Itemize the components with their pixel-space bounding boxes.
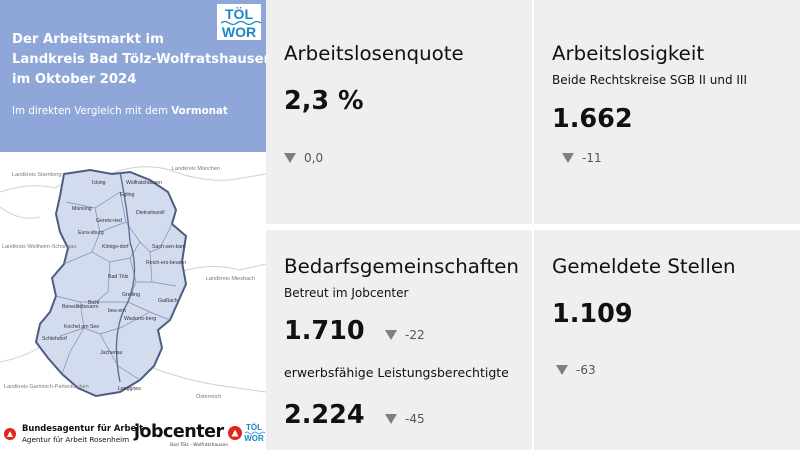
trend-value: 0,0 xyxy=(304,151,324,165)
tile-value-secondary: 2.224 xyxy=(284,400,365,430)
map-outside-label: Österreich xyxy=(196,393,221,400)
jobcenter-sub: Bad Tölz - Wolfratshausen xyxy=(170,443,229,448)
map-municipality-label: Icking xyxy=(92,180,106,186)
district-map: Landkreis Starnberg Landkreis München La… xyxy=(0,152,266,414)
trend-value: -45 xyxy=(405,412,425,426)
trend-indicator: -11 xyxy=(562,151,602,165)
map-municipality-label: Sach-sen-kam xyxy=(152,244,185,250)
trend-indicator: -22 xyxy=(385,328,425,342)
header-banner: Der Arbeitsmarkt im Landkreis Bad Tölz-W… xyxy=(0,0,273,152)
map-outside-label: Landkreis Starnberg xyxy=(12,172,62,178)
map-municipality-label: Kochel am See xyxy=(64,324,99,330)
triangle-down-icon xyxy=(562,153,574,163)
tile-subtitle: Beide Rechtskreise SGB II und III xyxy=(552,73,748,87)
district-outline xyxy=(34,168,188,398)
bundesagentur-logo-icon xyxy=(4,428,16,440)
map-outside-label: Landkreis Miesbach xyxy=(206,276,255,282)
map-municipality-label: Schlehdorf xyxy=(42,336,67,342)
logo-footer: Bundesagentur für Arbeit Agentur für Arb… xyxy=(0,414,266,450)
triangle-down-icon xyxy=(385,414,397,424)
tile-subtitle: Betreut im Jobcenter xyxy=(284,286,409,300)
map-municipality-label: Wolfratshausen xyxy=(126,180,162,186)
map-municipality-label: Gaißach xyxy=(158,298,178,304)
tile-value: 1.109 xyxy=(552,299,633,329)
map-outside-label: Landkreis Garmisch-Partenkirchen xyxy=(4,384,89,390)
tile-subtitle-secondary: erwerbsfähige Leistungsberechtigte xyxy=(284,365,509,380)
trend-value: -63 xyxy=(576,363,596,377)
triangle-down-icon xyxy=(284,153,296,163)
tile-arbeitslosenquote: Arbeitslosenquote 2,3 % 0,0 xyxy=(266,0,532,224)
tile-title: Bedarfsgemeinschaften xyxy=(284,255,519,278)
trend-indicator-secondary: -45 xyxy=(385,412,425,426)
toelwor-small-logo: TÖL WOR xyxy=(244,423,265,443)
map-municipality-label: Reich-ers-beuern xyxy=(146,260,186,266)
map-municipality-label: Bichl xyxy=(88,300,99,306)
bundesagentur-name: Bundesagentur für Arbeit xyxy=(22,423,144,433)
tile-value: 1.710 xyxy=(284,316,365,346)
report-title: Der Arbeitsmarkt im Landkreis Bad Tölz-W… xyxy=(12,30,273,90)
map-municipality-label: Lenggries xyxy=(118,386,141,392)
toelwor-small-bottom: WOR xyxy=(244,434,264,443)
report-title-line: Der Arbeitsmarkt im xyxy=(12,32,164,47)
tile-title: Arbeitslosenquote xyxy=(284,42,464,65)
trend-indicator: 0,0 xyxy=(284,151,323,165)
toelwor-logo-bottom: WOR xyxy=(222,24,256,40)
report-title-line: im Oktober 2024 xyxy=(12,72,137,87)
tile-title: Gemeldete Stellen xyxy=(552,255,736,278)
tile-value: 1.662 xyxy=(552,104,633,134)
jobcenter-logo-icon xyxy=(228,426,242,440)
bundesagentur-sub: Agentur für Arbeit Rosenheim xyxy=(22,435,130,444)
map-municipality-label: Gerets-ried xyxy=(96,218,122,224)
report-subtitle-text: Im direkten Vergleich mit dem xyxy=(12,105,172,117)
toelwor-logo-top: TÖL xyxy=(225,6,253,22)
map-municipality-label: Egling xyxy=(120,192,135,198)
map-municipality-label: Greiling xyxy=(122,292,140,298)
report-subtitle: Im direkten Vergleich mit dem Vormonat xyxy=(12,105,228,117)
tile-value: 2,3 % xyxy=(284,86,364,116)
map-municipality-label: Wackers-berg xyxy=(124,316,156,322)
trend-indicator: -63 xyxy=(556,363,596,377)
triangle-down-icon xyxy=(556,365,568,375)
tile-arbeitslosigkeit: Arbeitslosigkeit Beide Rechtskreise SGB … xyxy=(534,0,800,224)
triangle-down-icon xyxy=(385,330,397,340)
trend-value: -22 xyxy=(405,328,425,342)
map-municipality-label: Dietramszell xyxy=(136,210,165,216)
toelwor-logo: TÖL WOR xyxy=(217,4,261,40)
tile-bedarfsgemeinschaften: Bedarfsgemeinschaften Betreut im Jobcent… xyxy=(266,230,532,450)
report-title-line: Landkreis Bad Tölz-Wolfratshausen xyxy=(12,52,273,67)
map-municipality-label: Münsing xyxy=(72,206,92,212)
map-municipality-label: Eura-sburg xyxy=(78,230,104,236)
report-subtitle-emphasis: Vormonat xyxy=(171,105,228,117)
trend-value: -11 xyxy=(582,151,602,165)
map-municipality-label: beu-ern xyxy=(108,308,126,314)
map-municipality-label: Bad Tölz xyxy=(108,274,129,280)
map-municipality-label: Jachenau xyxy=(100,350,123,356)
map-outside-label: Landkreis München xyxy=(172,166,220,172)
map-outside-label: Landkreis Weilheim-Schongau xyxy=(2,244,77,250)
map-municipality-label: Königs-dorf xyxy=(102,244,129,250)
jobcenter-name: jobcenter xyxy=(134,422,224,442)
left-panel: Der Arbeitsmarkt im Landkreis Bad Tölz-W… xyxy=(0,0,273,450)
tile-title: Arbeitslosigkeit xyxy=(552,42,705,65)
toelwor-small-top: TÖL xyxy=(246,423,262,432)
map-municipality-label: Benediktbeuern xyxy=(62,304,98,310)
tile-gemeldete-stellen: Gemeldete Stellen 1.109 -63 xyxy=(534,230,800,450)
